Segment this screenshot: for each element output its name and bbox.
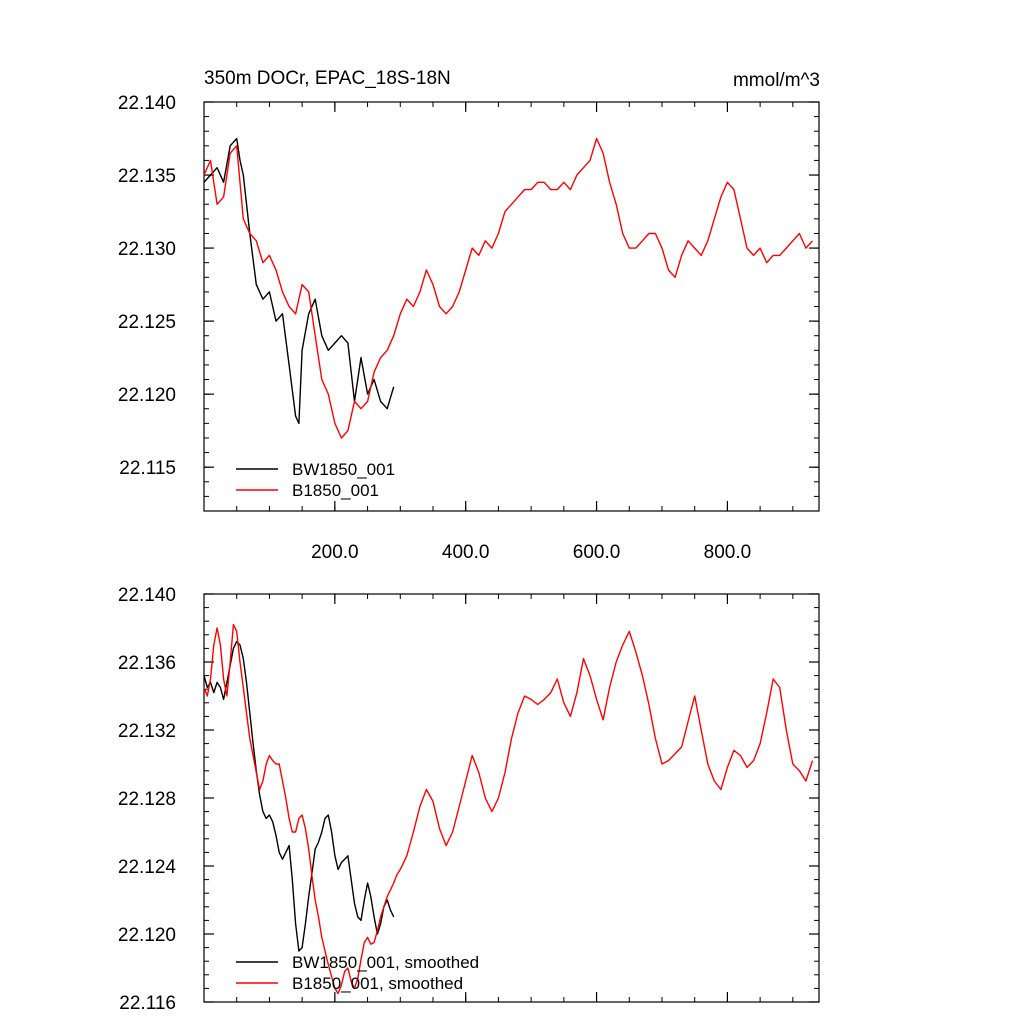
panel-2-y-tick-label: 22.116 [119, 993, 176, 1014]
panel-2-legend-label: BW1850_001, smoothed [292, 953, 479, 972]
panel-1-legend-label: BW1850_001 [292, 460, 395, 479]
units-label: mmol/m^3 [733, 70, 820, 91]
panel-1-series-bw1850-line [203, 137, 395, 425]
panel-2-legend-label: B1850_001, smoothed [292, 974, 463, 993]
panel-1-legend-label: B1850_001 [292, 481, 379, 500]
panel-2-y-tick-label: 22.128 [118, 789, 176, 810]
panel-1-series-b1850-line [203, 137, 814, 439]
panel-2-y-tick-label: 22.136 [118, 653, 176, 674]
chart-title: 350m DOCr, EPAC_18S-18N [204, 68, 451, 89]
panel-1-y-tick-label: 22.120 [118, 385, 176, 406]
panel-1-y-tick-label: 22.115 [119, 458, 176, 479]
panel-1-x-tick-label: 800.0 [704, 542, 752, 563]
panel-1-x-tick-label: 600.0 [573, 542, 621, 563]
panel-2-y-tick-label: 22.124 [118, 857, 177, 878]
panel-1-y-tick-label: 22.140 [118, 93, 176, 114]
panel-1-x-tick-label: 200.0 [311, 542, 359, 563]
panel-1-y-tick-label: 22.130 [118, 239, 176, 260]
panel-2-y-tick-label: 22.140 [118, 585, 176, 606]
panel-2-series-b1850-line [203, 623, 814, 995]
panel-2-y-tick-label: 22.132 [118, 721, 176, 742]
panel-2-series-bw1850-line [203, 640, 395, 952]
panel-1-y-tick-label: 22.125 [118, 312, 176, 333]
panel-2-y-tick-label: 22.120 [118, 925, 176, 946]
panel-1-x-tick-label: 400.0 [442, 542, 490, 563]
panel-1-y-tick-label: 22.135 [118, 166, 176, 187]
